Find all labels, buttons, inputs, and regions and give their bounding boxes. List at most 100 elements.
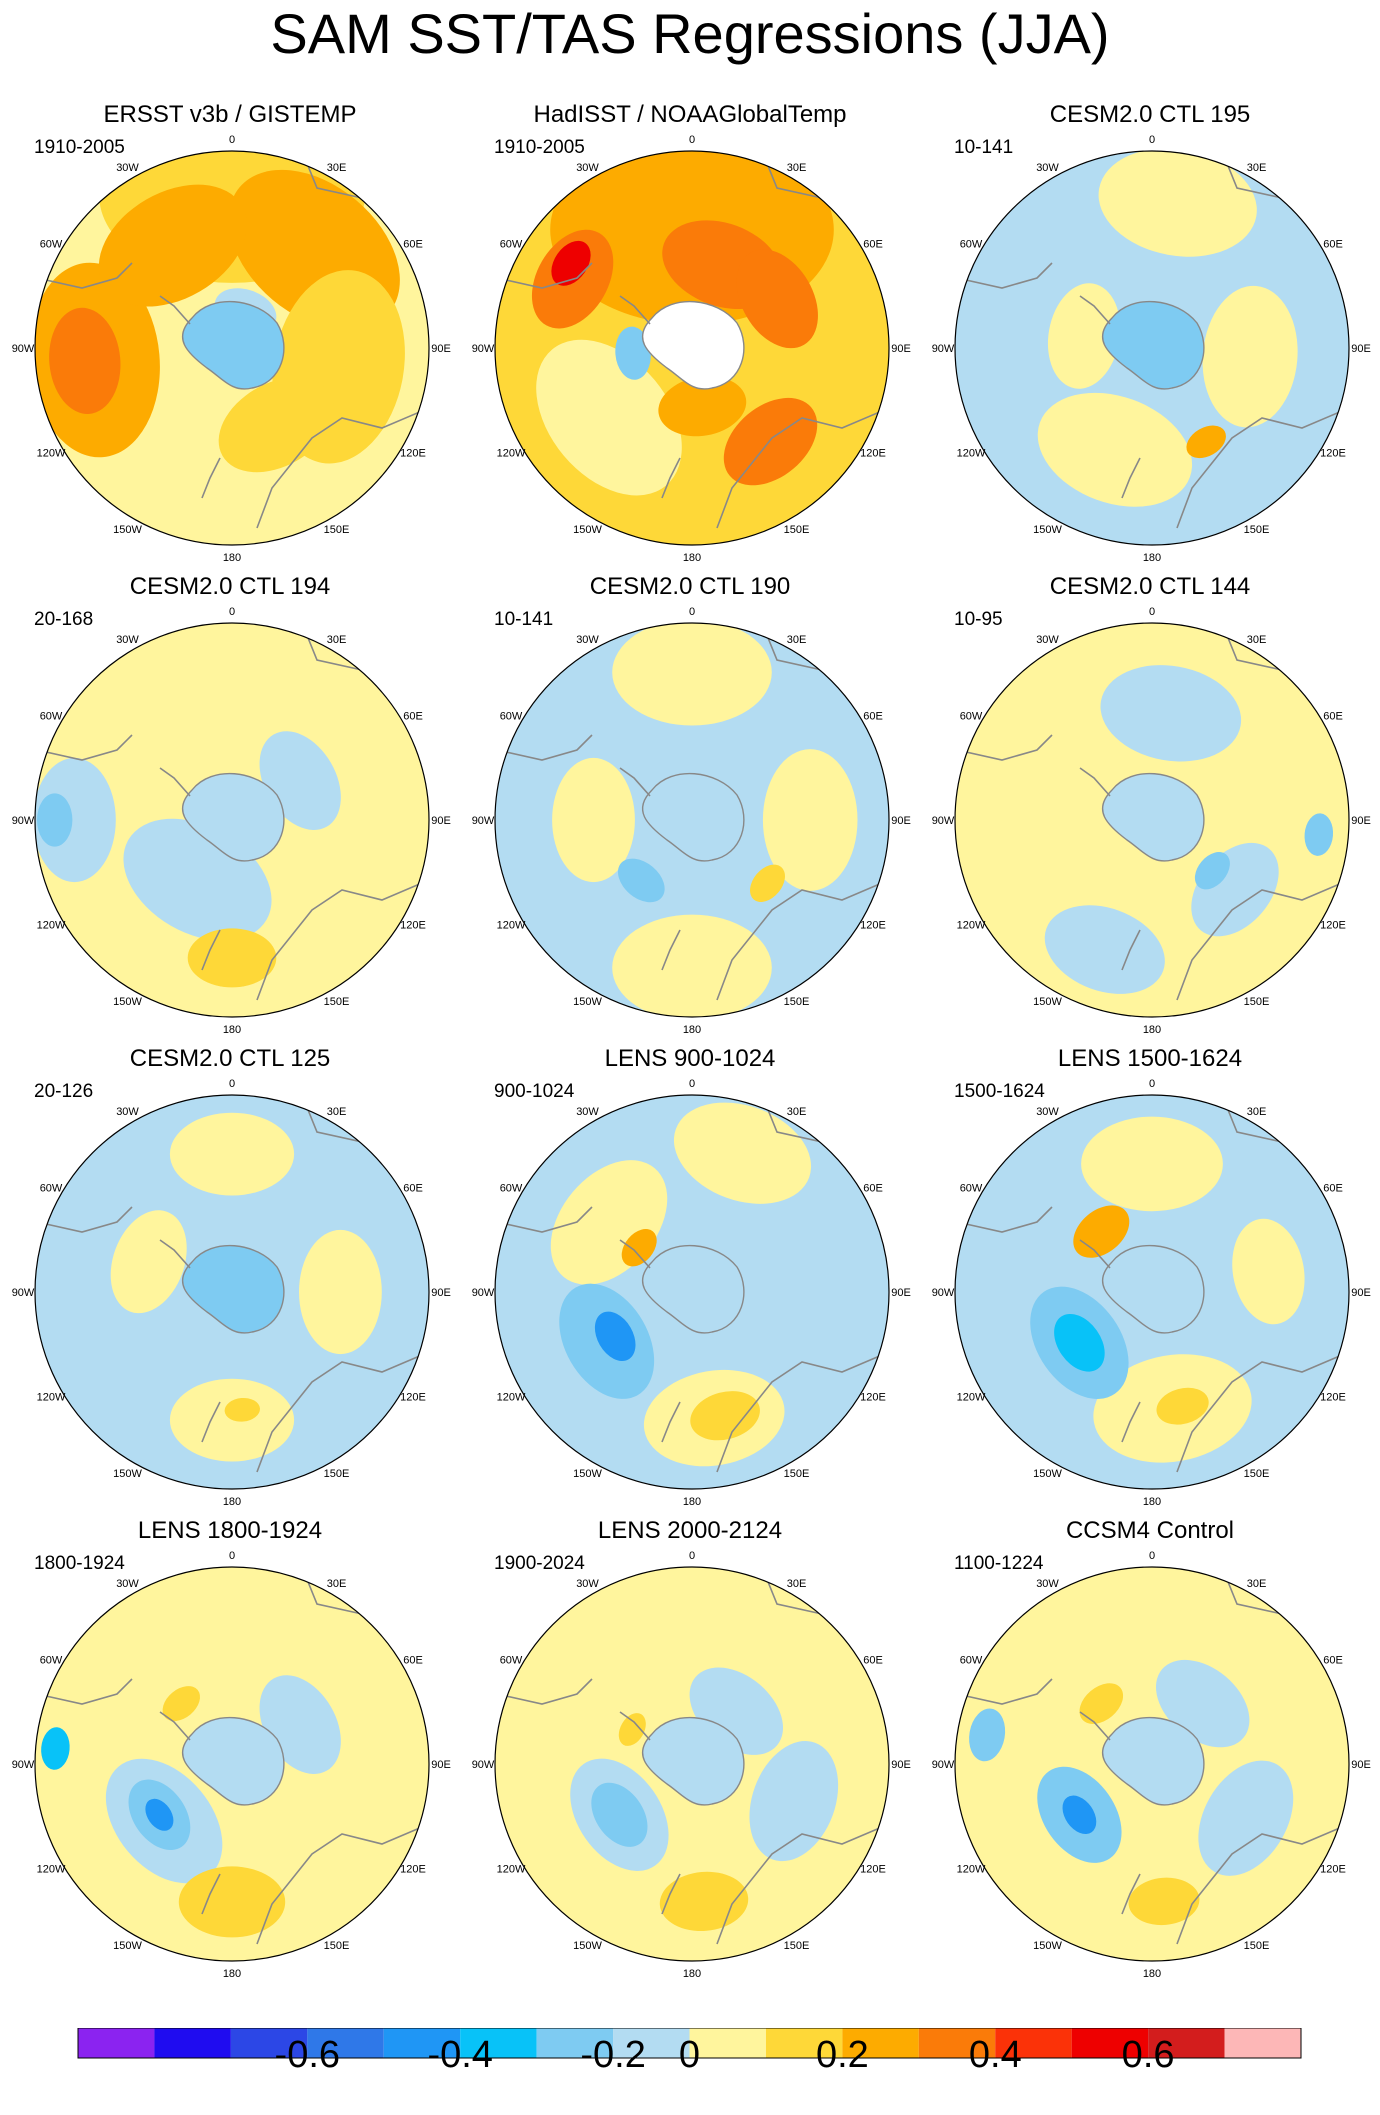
longitude-label: 150W xyxy=(573,1468,602,1480)
longitude-label: 30E xyxy=(787,634,807,646)
longitude-label: 150W xyxy=(1033,1940,1062,1952)
longitude-label: 60E xyxy=(1323,239,1343,251)
new-zealand-coast xyxy=(201,929,221,971)
longitude-label: 30E xyxy=(1247,1578,1267,1590)
south-america-coast xyxy=(36,1678,133,1705)
anomaly-region xyxy=(969,1708,1006,1762)
south-america-coast xyxy=(956,734,1053,761)
south-america-coast xyxy=(496,734,593,761)
longitude-label: 90W xyxy=(932,815,955,827)
anomaly-region xyxy=(1100,665,1242,762)
longitude-label: 120E xyxy=(1320,1864,1346,1876)
new-zealand-coast xyxy=(1121,1401,1141,1443)
panel-title: CESM2.0 CTL 190 xyxy=(589,573,791,600)
longitude-label: 90E xyxy=(1351,1759,1371,1771)
panel-title: CCSM4 Control xyxy=(1065,1517,1235,1544)
longitude-label: 60E xyxy=(403,1655,423,1667)
longitude-label: 90E xyxy=(891,1759,911,1771)
map-border xyxy=(34,1566,430,1962)
new-zealand-coast xyxy=(1121,457,1141,499)
antarctica xyxy=(181,1716,285,1806)
australia-coast xyxy=(1176,407,1349,529)
anomaly-region xyxy=(1081,1116,1223,1212)
longitude-label: 60E xyxy=(1323,711,1343,723)
colorbar-swatch xyxy=(995,2028,1072,2058)
anomaly-region xyxy=(1304,813,1334,856)
longitude-label: 150E xyxy=(1244,524,1270,536)
anomaly-region xyxy=(658,376,747,437)
longitude-label: 150W xyxy=(1033,524,1062,536)
longitude-label: 60W xyxy=(500,711,523,723)
longitude-label: 30W xyxy=(1036,634,1059,646)
longitude-label: 30E xyxy=(787,162,807,174)
antarctic-peninsula xyxy=(159,1239,191,1269)
longitude-label: 120E xyxy=(400,920,426,932)
anomaly-region xyxy=(536,339,682,496)
map-panel: 0 30E 60E 90E 120E 150E 180 150W 120W 90W 60W 30W LE… xyxy=(460,1044,920,1516)
map-panel: 0 30E 60E 90E 120E 150E 180 150W 120W 90W 60W 30W ER… xyxy=(0,100,460,572)
polar-map: 0 30E 60E 90E 120E 150E 180 150W 120W 90W 60W 30W xyxy=(472,1078,911,1508)
longitude-label: 150W xyxy=(113,524,142,536)
longitude-label: 0 xyxy=(229,1550,235,1562)
panel-title: CESM2.0 CTL 144 xyxy=(1049,573,1251,600)
longitude-label: 0 xyxy=(689,1078,695,1090)
polar-map: 0 30E 60E 90E 120E 150E 180 150W 120W 90W 60W 30W xyxy=(932,134,1371,564)
longitude-label: 30E xyxy=(1247,162,1267,174)
map-panel: 0 30E 60E 90E 120E 150E 180 150W 120W 90W 60W 30W CE… xyxy=(920,100,1380,572)
longitude-label: 60W xyxy=(500,1655,523,1667)
longitude-label: 180 xyxy=(1143,552,1161,564)
colorbar-swatch xyxy=(460,2028,537,2058)
longitude-label: 90W xyxy=(472,815,495,827)
longitude-label: 0 xyxy=(689,1550,695,1562)
longitude-label: 150E xyxy=(1244,1940,1270,1952)
longitude-label: 150E xyxy=(784,1940,810,1952)
anomaly-region xyxy=(615,326,651,380)
panel-period: 20-168 xyxy=(34,609,94,630)
antarctica xyxy=(641,1716,745,1806)
longitude-label: 180 xyxy=(683,552,701,564)
panel-period: 1500-1624 xyxy=(954,1081,1045,1102)
anomaly-region xyxy=(736,249,818,349)
longitude-label: 30W xyxy=(116,162,139,174)
longitude-label: 180 xyxy=(223,1496,241,1508)
anomaly-region xyxy=(1186,425,1226,459)
colorbar-label: -0.4 xyxy=(427,2034,493,2076)
longitude-label: 0 xyxy=(689,134,695,146)
antarctic-peninsula xyxy=(619,1239,651,1269)
colorbar xyxy=(0,2028,1380,2087)
longitude-label: 60W xyxy=(40,1655,63,1667)
new-zealand-coast xyxy=(201,457,221,499)
anomaly-region xyxy=(621,1229,657,1267)
longitude-label: 90E xyxy=(431,1759,451,1771)
anomaly-region xyxy=(594,1311,636,1361)
colorbar-label: 0.6 xyxy=(1121,2034,1175,2076)
colorbar-swatch xyxy=(383,2028,461,2058)
map-border xyxy=(34,622,430,1018)
colorbar-swatch xyxy=(536,2028,614,2058)
anomaly-region xyxy=(41,1727,70,1770)
anomaly-region xyxy=(218,377,334,473)
longitude-label: 0 xyxy=(229,1078,235,1090)
longitude-label: 120W xyxy=(497,920,526,932)
anomaly-region xyxy=(162,1686,200,1722)
longitude-label: 120E xyxy=(1320,448,1346,460)
panel-period: 1100-1224 xyxy=(954,1553,1044,1574)
antarctica xyxy=(1101,772,1205,862)
anomaly-region xyxy=(552,757,635,883)
longitude-label: 150W xyxy=(573,524,602,536)
longitude-label: 90W xyxy=(12,343,35,355)
anomaly-region xyxy=(1054,1313,1105,1372)
map-panel: 0 30E 60E 90E 120E 150E 180 150W 120W 90W 60W 30W CE… xyxy=(0,1044,460,1516)
antarctic-peninsula xyxy=(619,295,651,325)
figure-title: SAM SST/TAS Regressions (JJA) xyxy=(270,2,1110,65)
south-america-coast xyxy=(496,262,593,289)
longitude-label: 120E xyxy=(1320,920,1346,932)
longitude-label: 150E xyxy=(324,1940,350,1952)
antarctic-peninsula xyxy=(1079,295,1111,325)
new-zealand-coast xyxy=(661,1873,681,1915)
longitude-label: 30W xyxy=(1036,1578,1059,1590)
longitude-label: 150E xyxy=(784,1468,810,1480)
antarctica xyxy=(1101,1244,1205,1334)
longitude-label: 60W xyxy=(500,239,523,251)
longitude-label: 120W xyxy=(37,920,66,932)
